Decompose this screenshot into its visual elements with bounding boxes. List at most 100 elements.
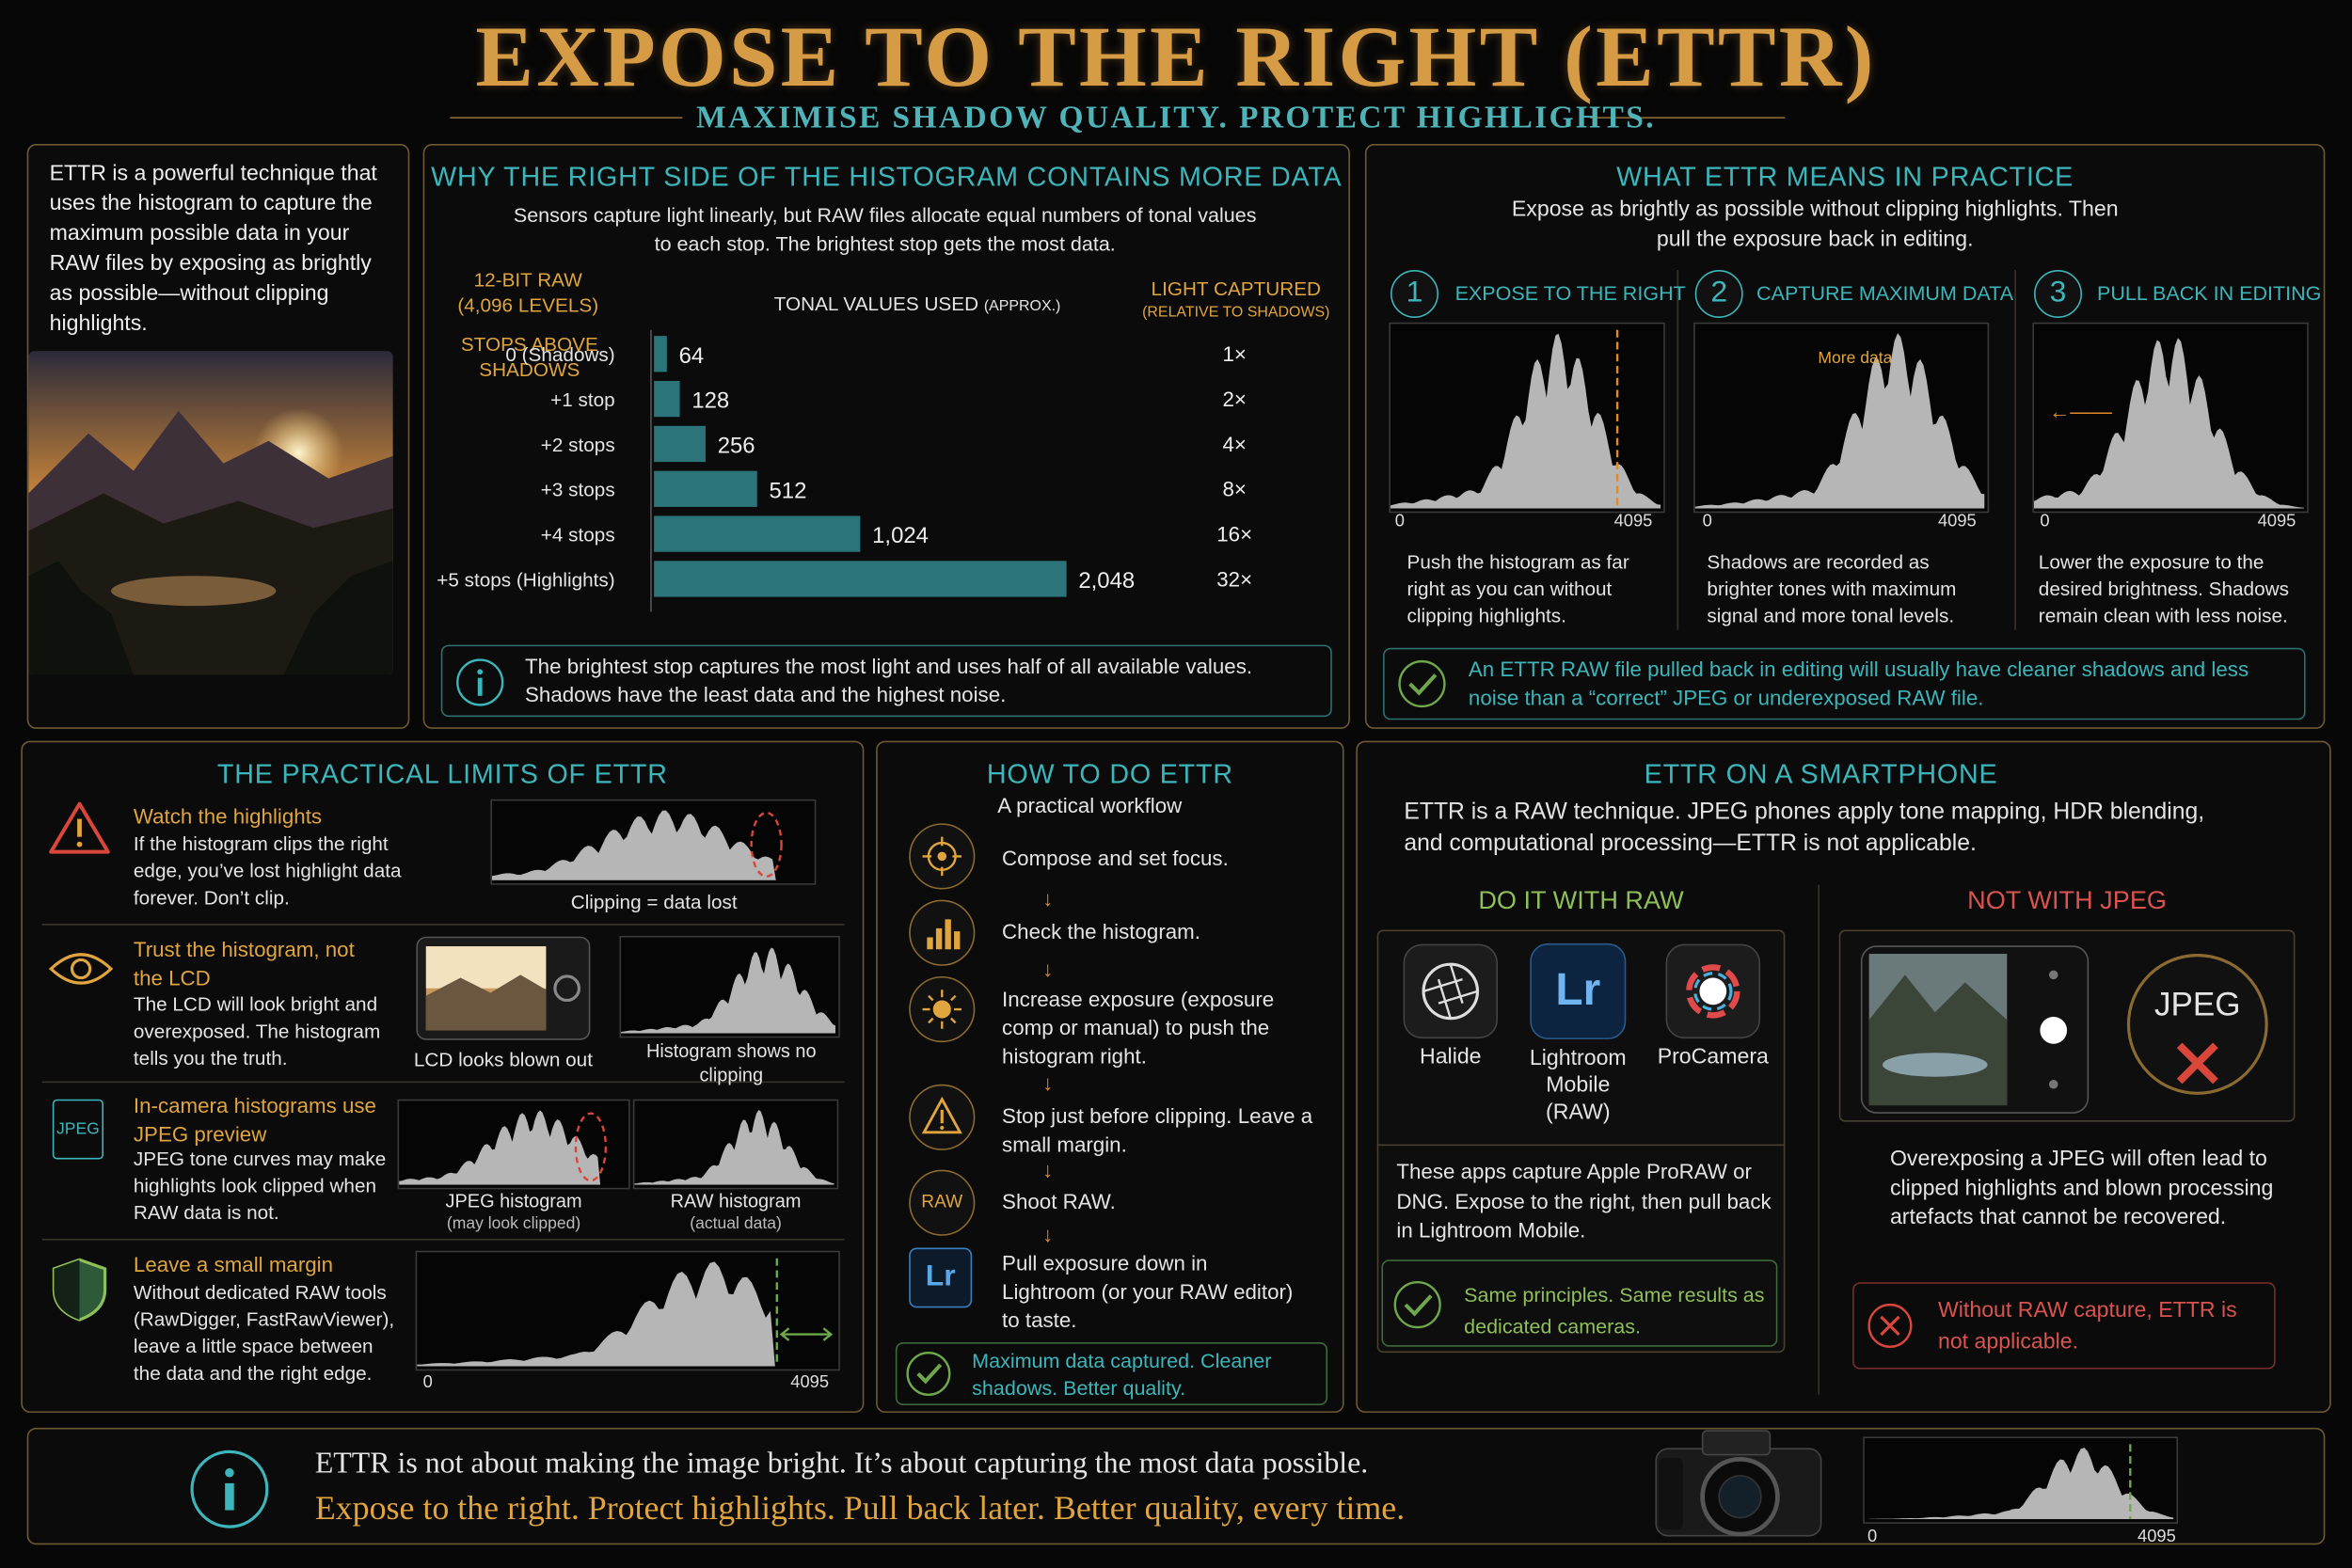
arrow: ←—— xyxy=(2048,399,2112,423)
page-title: EXPOSE TO THE RIGHT (ETTR) xyxy=(475,7,1877,105)
decoration xyxy=(225,1482,234,1511)
decoration xyxy=(1693,972,1733,1011)
arrow: ↓ xyxy=(1042,957,1054,981)
caption-note: (actual data) xyxy=(690,1214,782,1233)
step-title: EXPOSE TO THE RIGHT xyxy=(1454,281,1686,305)
value-label: 2,048 xyxy=(1078,568,1135,594)
histogram xyxy=(619,935,840,1038)
section-title: THE PRACTICAL LIMITS OF ETTR xyxy=(216,758,668,789)
divider xyxy=(41,1238,845,1241)
column-title: NOT WITH JPEG xyxy=(1967,886,2167,915)
axis-max: 4095 xyxy=(790,1373,830,1392)
warning-icon xyxy=(909,1084,976,1150)
arrow: ↓ xyxy=(1042,886,1054,911)
bar xyxy=(654,515,861,552)
focus-icon xyxy=(909,823,976,890)
why-panel xyxy=(422,144,1350,729)
item-title: Watch the highlights xyxy=(133,803,323,829)
bar xyxy=(654,425,706,463)
decoration xyxy=(2048,970,2058,980)
decoration xyxy=(76,841,83,847)
value-label: 128 xyxy=(691,388,729,414)
decoration xyxy=(935,927,943,950)
decoration xyxy=(70,958,92,980)
histogram-shape xyxy=(634,1110,834,1185)
warning-icon xyxy=(49,801,110,854)
histogram-fill xyxy=(1391,333,1661,509)
decoration xyxy=(1686,964,1740,1019)
annotation: More data xyxy=(1818,349,1893,368)
histogram-shape xyxy=(2034,338,2304,509)
info-icon xyxy=(190,1449,269,1528)
decoration xyxy=(77,818,82,837)
exposure-icon xyxy=(909,975,976,1043)
lightroom-icon: Lr xyxy=(1530,942,1627,1039)
decoration xyxy=(49,801,110,854)
note-text: Without RAW capture, ETTR is not applica… xyxy=(1937,1298,2237,1354)
clip-ring xyxy=(750,811,783,878)
cross-icon xyxy=(2176,1042,2218,1085)
decoration xyxy=(477,677,483,696)
axis-max: 4095 xyxy=(1937,513,1977,531)
light-label: 32× xyxy=(1216,567,1252,591)
info-icon xyxy=(456,658,504,706)
camera-image xyxy=(1655,1430,1822,1537)
value-label: 256 xyxy=(718,434,755,459)
decoration xyxy=(1882,1053,1988,1077)
step-text: Shadows are recorded as brighter tones w… xyxy=(1707,550,1957,627)
axis-min: 0 xyxy=(2040,513,2050,531)
step-text: Compose and set focus. xyxy=(1002,846,1229,870)
light-label: 16× xyxy=(1216,523,1252,546)
check-icon xyxy=(1398,659,1446,708)
axis-min: 0 xyxy=(1867,1528,1878,1546)
decoration xyxy=(937,851,947,862)
light-label: 1× xyxy=(1222,342,1246,366)
histogram-shape xyxy=(621,947,836,1034)
check-icon xyxy=(1393,1281,1441,1329)
histogram-fill xyxy=(621,947,836,1034)
category-label: +5 stops (Highlights) xyxy=(437,569,614,591)
decoration xyxy=(940,1109,944,1124)
column-header-note: (RELATIVE TO SHADOWS) xyxy=(1142,304,1330,322)
value-label: 512 xyxy=(770,478,807,503)
histogram xyxy=(415,1250,840,1371)
jpeg-badge xyxy=(2126,954,2268,1095)
axis-min: 0 xyxy=(422,1373,433,1392)
box-text: Overexposing a JPEG will often lead to c… xyxy=(1889,1147,2274,1230)
intro-text: ETTR is a powerful technique that uses t… xyxy=(49,162,377,337)
decoration xyxy=(1701,1430,1772,1456)
cross-icon xyxy=(1867,1303,1913,1348)
shield-icon xyxy=(52,1258,107,1322)
note-text: Maximum data captured. Cleaner shadows. … xyxy=(972,1349,1272,1400)
caption: RAW histogram xyxy=(670,1190,802,1212)
decoration xyxy=(283,561,393,675)
histogram xyxy=(490,799,817,885)
decoration xyxy=(456,658,504,706)
raw-label: 12-BIT RAW (4,096 LEVELS) xyxy=(457,268,599,317)
decoration xyxy=(1659,1457,1683,1530)
landscape-photo xyxy=(28,351,393,675)
axis-min: 0 xyxy=(1702,513,1712,531)
decoration xyxy=(1404,1294,1433,1317)
header-text: TONAL VALUES USED xyxy=(773,292,979,315)
section-description: ETTR is a RAW technique. JPEG phones app… xyxy=(1404,799,2205,857)
phone-image xyxy=(1860,945,2090,1114)
decoration xyxy=(1403,943,1499,1039)
histogram-shape xyxy=(491,810,812,880)
step-text: Push the histogram as far right as you c… xyxy=(1406,550,1629,627)
step-number: 1 xyxy=(1391,269,1439,319)
decoration xyxy=(477,669,484,675)
badge-label: JPEG xyxy=(2153,985,2241,1023)
item-title: Leave a small margin xyxy=(133,1252,334,1276)
decoration xyxy=(906,1351,951,1396)
light-label: 4× xyxy=(1222,433,1246,456)
app-name: Halide xyxy=(1420,1045,1482,1069)
axis-max: 4095 xyxy=(1613,513,1653,531)
decoration xyxy=(1880,1315,1900,1337)
histogram xyxy=(397,1099,630,1190)
column-title: DO IT WITH RAW xyxy=(1478,886,1684,915)
app-name: Lightroom Mobile (RAW) xyxy=(1529,1046,1627,1125)
item-text: JPEG tone curves may make highlights loo… xyxy=(133,1147,387,1225)
step-text: Shoot RAW. xyxy=(1002,1189,1116,1213)
